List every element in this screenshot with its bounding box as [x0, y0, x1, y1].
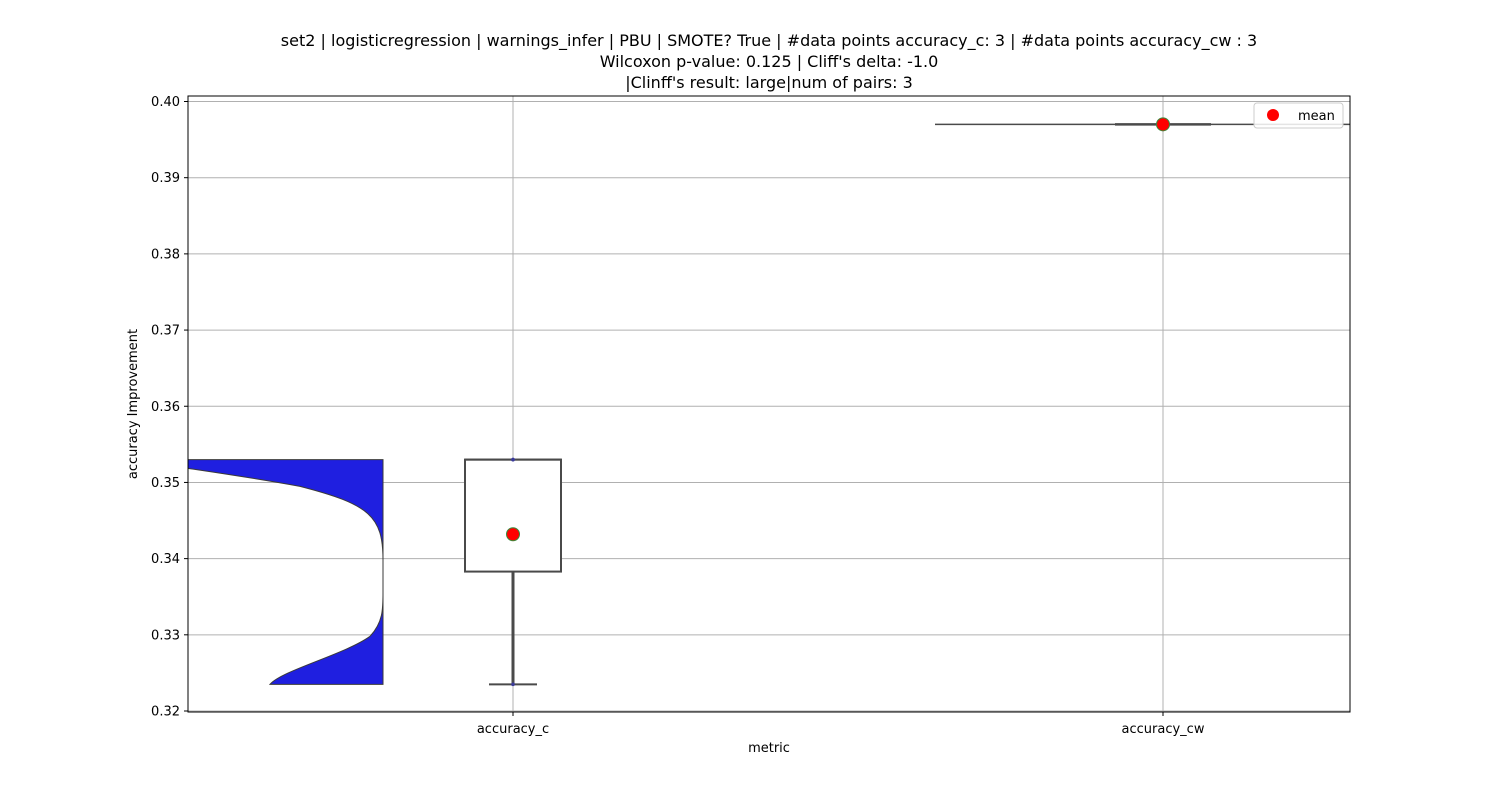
x-tick-label: accuracy_c [477, 722, 549, 737]
legend-mean-marker [1267, 109, 1279, 121]
plot-area-frame [187, 95, 1351, 713]
x-axis-label: metric [748, 741, 790, 756]
mean-marker-accuracy_c [506, 527, 520, 542]
y-tick-label: 0.32 [151, 705, 180, 720]
legend-box [1253, 102, 1344, 129]
data-point-accuracy_c [511, 457, 515, 462]
y-tick-label: 0.40 [151, 95, 180, 110]
y-tick-label: 0.35 [151, 476, 180, 491]
y-tick-label: 0.34 [151, 552, 180, 567]
box-accuracy_c [464, 458, 562, 573]
y-tick-label: 0.36 [151, 400, 180, 415]
violin-accuracy_c [187, 459, 384, 685]
data-point-accuracy_c [511, 682, 515, 687]
y-tick-label: 0.37 [151, 324, 180, 339]
grid-lines [188, 96, 1350, 712]
chart-title: set2 | logisticregression | warnings_inf… [281, 31, 1257, 92]
x-axis-ticks: accuracy_c accuracy_cw [477, 712, 1205, 737]
y-axis-label: accuracy Improvement [126, 329, 141, 479]
title-line-3: |Clinff's result: large|num of pairs: 3 [625, 73, 913, 92]
y-tick-label: 0.38 [151, 247, 180, 262]
x-tick-label: accuracy_cw [1122, 722, 1205, 737]
plot-marks [187, 117, 1350, 687]
y-tick-label: 0.33 [151, 628, 180, 643]
y-tick-label: 0.39 [151, 171, 180, 186]
title-line-1: set2 | logisticregression | warnings_inf… [281, 31, 1257, 51]
title-line-2: Wilcoxon p-value: 0.125 | Cliff's delta:… [600, 52, 939, 71]
y-axis-ticks: 0.32 0.33 0.34 0.35 0.36 0.37 0.38 0.39 0.40 [151, 95, 188, 720]
mean-marker-accuracy_cw [1156, 117, 1170, 132]
legend-mean-label: mean [1298, 109, 1335, 124]
legend: mean [1253, 102, 1344, 129]
